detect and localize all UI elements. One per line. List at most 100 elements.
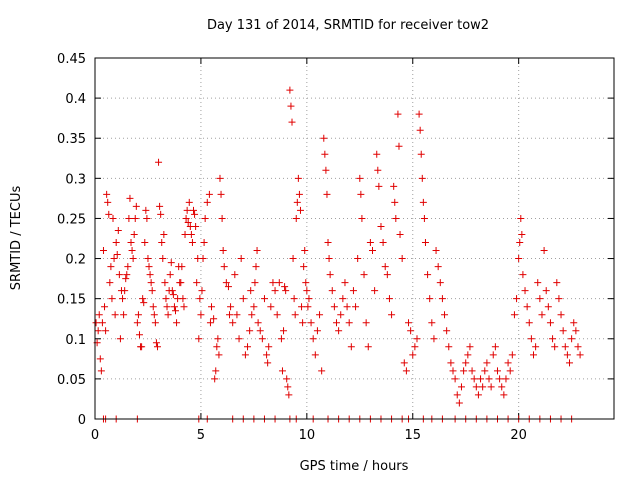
data-point bbox=[362, 319, 370, 327]
y-tick-label: 0.25 bbox=[57, 212, 86, 227]
data-point bbox=[455, 399, 463, 407]
data-point bbox=[286, 86, 294, 94]
data-point bbox=[185, 198, 193, 206]
data-point bbox=[220, 263, 228, 271]
data-point bbox=[150, 311, 158, 319]
data-point bbox=[500, 391, 508, 399]
data-point bbox=[119, 295, 127, 303]
data-point bbox=[299, 319, 307, 327]
y-tick-label: 0.3 bbox=[65, 172, 86, 187]
data-point bbox=[206, 319, 214, 327]
data-point bbox=[307, 319, 315, 327]
data-point bbox=[538, 311, 546, 319]
data-point bbox=[392, 214, 400, 222]
data-point bbox=[532, 343, 540, 351]
data-point bbox=[517, 214, 525, 222]
data-point bbox=[549, 335, 557, 343]
y-tick-label: 0.1 bbox=[65, 333, 86, 348]
data-point bbox=[498, 383, 506, 391]
data-point bbox=[285, 391, 293, 399]
data-point bbox=[143, 214, 151, 222]
data-point bbox=[493, 367, 501, 375]
data-point bbox=[434, 263, 442, 271]
data-point bbox=[343, 303, 351, 311]
data-point bbox=[421, 239, 429, 247]
data-point bbox=[237, 255, 245, 263]
data-point bbox=[107, 263, 115, 271]
data-point bbox=[418, 174, 426, 182]
data-point bbox=[460, 367, 468, 375]
y-tick-label: 0.15 bbox=[57, 293, 86, 308]
data-point bbox=[196, 295, 204, 303]
data-point bbox=[94, 327, 102, 335]
data-point bbox=[128, 247, 136, 255]
data-point bbox=[555, 295, 563, 303]
data-point bbox=[335, 327, 343, 335]
data-point bbox=[477, 375, 485, 383]
data-point bbox=[250, 303, 258, 311]
data-point bbox=[146, 271, 154, 279]
data-point bbox=[152, 339, 160, 347]
data-point bbox=[366, 239, 374, 247]
data-point bbox=[398, 255, 406, 263]
data-point bbox=[269, 279, 277, 287]
data-point bbox=[466, 343, 474, 351]
data-point bbox=[347, 343, 355, 351]
data-point bbox=[438, 295, 446, 303]
data-point bbox=[126, 194, 134, 202]
data-point bbox=[326, 271, 334, 279]
data-point bbox=[407, 327, 415, 335]
data-point bbox=[574, 343, 582, 351]
data-point bbox=[192, 222, 200, 230]
data-point bbox=[151, 319, 159, 327]
data-point bbox=[294, 174, 302, 182]
data-point bbox=[395, 142, 403, 150]
data-point bbox=[289, 255, 297, 263]
data-point bbox=[227, 303, 235, 311]
data-point bbox=[275, 279, 283, 287]
data-point bbox=[178, 263, 186, 271]
data-point bbox=[321, 150, 329, 158]
data-points bbox=[92, 86, 584, 423]
data-point bbox=[295, 190, 303, 198]
data-point bbox=[102, 327, 110, 335]
data-point bbox=[464, 351, 472, 359]
data-point bbox=[124, 263, 132, 271]
data-point bbox=[182, 214, 190, 222]
x-tick-label: 20 bbox=[510, 428, 527, 443]
data-point bbox=[379, 239, 387, 247]
data-point bbox=[123, 271, 131, 279]
data-point bbox=[354, 255, 362, 263]
data-point bbox=[394, 110, 402, 118]
data-point bbox=[313, 327, 321, 335]
data-point bbox=[311, 351, 319, 359]
data-point bbox=[183, 206, 191, 214]
data-point bbox=[201, 214, 209, 222]
data-point bbox=[229, 319, 237, 327]
data-point bbox=[254, 319, 262, 327]
data-point bbox=[424, 271, 432, 279]
data-point bbox=[103, 190, 111, 198]
data-point bbox=[453, 391, 461, 399]
data-point bbox=[568, 335, 576, 343]
data-point bbox=[290, 295, 298, 303]
data-point bbox=[391, 198, 399, 206]
data-point bbox=[131, 214, 139, 222]
data-point bbox=[187, 230, 195, 238]
data-point bbox=[159, 255, 167, 263]
data-point bbox=[248, 311, 256, 319]
data-point bbox=[167, 259, 175, 267]
data-point bbox=[304, 303, 312, 311]
data-point bbox=[521, 287, 529, 295]
data-point bbox=[92, 319, 100, 327]
data-point bbox=[273, 311, 281, 319]
data-point bbox=[193, 279, 201, 287]
data-point bbox=[356, 174, 364, 182]
data-point bbox=[542, 287, 550, 295]
data-point bbox=[218, 214, 226, 222]
data-point bbox=[487, 383, 495, 391]
data-point bbox=[217, 190, 225, 198]
data-point bbox=[540, 247, 548, 255]
data-point bbox=[116, 335, 124, 343]
